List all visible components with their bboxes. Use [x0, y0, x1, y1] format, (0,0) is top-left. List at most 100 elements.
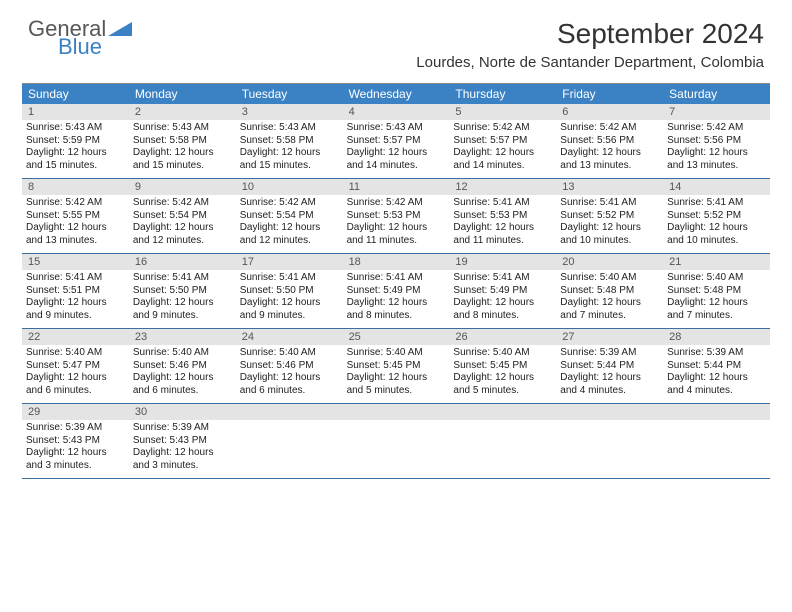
daylight-line2: and 13 minutes. [26, 235, 125, 248]
daylight-line1: Daylight: 12 hours [667, 372, 766, 385]
day-number: 9 [129, 179, 236, 195]
week-row: 8Sunrise: 5:42 AMSunset: 5:55 PMDaylight… [22, 179, 770, 254]
calendar-cell: 24Sunrise: 5:40 AMSunset: 5:46 PMDayligh… [236, 329, 343, 403]
sunset-line: Sunset: 5:55 PM [26, 210, 125, 223]
day-header-cell: Monday [129, 84, 236, 104]
day-entry: Sunrise: 5:43 AMSunset: 5:58 PMDaylight:… [236, 120, 343, 178]
title-block: September 2024 Lourdes, Norte de Santand… [416, 18, 764, 71]
sunset-line: Sunset: 5:52 PM [667, 210, 766, 223]
sunset-line: Sunset: 5:51 PM [26, 285, 125, 298]
day-entry [556, 420, 663, 470]
daylight-line2: and 15 minutes. [26, 160, 125, 173]
sunrise-line: Sunrise: 5:39 AM [133, 422, 232, 435]
sunset-line: Sunset: 5:43 PM [133, 435, 232, 448]
sunset-line: Sunset: 5:49 PM [453, 285, 552, 298]
daylight-line2: and 9 minutes. [240, 310, 339, 323]
daylight-line1: Daylight: 12 hours [133, 372, 232, 385]
calendar-cell: 14Sunrise: 5:41 AMSunset: 5:52 PMDayligh… [663, 179, 770, 253]
daylight-line2: and 12 minutes. [240, 235, 339, 248]
sunrise-line: Sunrise: 5:43 AM [26, 122, 125, 135]
daylight-line2: and 14 minutes. [347, 160, 446, 173]
daylight-line2: and 9 minutes. [133, 310, 232, 323]
sunrise-line: Sunrise: 5:40 AM [26, 347, 125, 360]
sunrise-line: Sunrise: 5:42 AM [453, 122, 552, 135]
daylight-line1: Daylight: 12 hours [560, 147, 659, 160]
calendar-cell: 20Sunrise: 5:40 AMSunset: 5:48 PMDayligh… [556, 254, 663, 328]
daylight-line2: and 4 minutes. [560, 385, 659, 398]
daylight-line1: Daylight: 12 hours [453, 372, 552, 385]
sunset-line: Sunset: 5:58 PM [133, 135, 232, 148]
calendar-cell: 29Sunrise: 5:39 AMSunset: 5:43 PMDayligh… [22, 404, 129, 478]
day-entry [236, 420, 343, 470]
daylight-line1: Daylight: 12 hours [133, 297, 232, 310]
day-header-cell: Friday [556, 84, 663, 104]
sunset-line: Sunset: 5:49 PM [347, 285, 446, 298]
daylight-line1: Daylight: 12 hours [347, 372, 446, 385]
daylight-line2: and 15 minutes. [133, 160, 232, 173]
daylight-line1: Daylight: 12 hours [347, 222, 446, 235]
daylight-line1: Daylight: 12 hours [453, 297, 552, 310]
sunset-line: Sunset: 5:59 PM [26, 135, 125, 148]
daylight-line2: and 3 minutes. [133, 460, 232, 473]
sunset-line: Sunset: 5:57 PM [453, 135, 552, 148]
daylight-line2: and 6 minutes. [26, 385, 125, 398]
sunset-line: Sunset: 5:48 PM [560, 285, 659, 298]
calendar-cell: 25Sunrise: 5:40 AMSunset: 5:45 PMDayligh… [343, 329, 450, 403]
week-row: 22Sunrise: 5:40 AMSunset: 5:47 PMDayligh… [22, 329, 770, 404]
day-number: 1 [22, 104, 129, 120]
daylight-line2: and 7 minutes. [560, 310, 659, 323]
sunrise-line: Sunrise: 5:41 AM [133, 272, 232, 285]
calendar-cell: 21Sunrise: 5:40 AMSunset: 5:48 PMDayligh… [663, 254, 770, 328]
daylight-line1: Daylight: 12 hours [240, 297, 339, 310]
day-number: 5 [449, 104, 556, 120]
day-entry: Sunrise: 5:41 AMSunset: 5:50 PMDaylight:… [236, 270, 343, 328]
day-number: 8 [22, 179, 129, 195]
day-header-row: SundayMondayTuesdayWednesdayThursdayFrid… [22, 84, 770, 104]
daylight-line1: Daylight: 12 hours [453, 147, 552, 160]
day-number: 3 [236, 104, 343, 120]
day-entry: Sunrise: 5:42 AMSunset: 5:57 PMDaylight:… [449, 120, 556, 178]
calendar-cell: 28Sunrise: 5:39 AMSunset: 5:44 PMDayligh… [663, 329, 770, 403]
day-entry: Sunrise: 5:43 AMSunset: 5:59 PMDaylight:… [22, 120, 129, 178]
day-header-cell: Saturday [663, 84, 770, 104]
sunset-line: Sunset: 5:50 PM [133, 285, 232, 298]
sunrise-line: Sunrise: 5:41 AM [560, 197, 659, 210]
calendar-cell: 6Sunrise: 5:42 AMSunset: 5:56 PMDaylight… [556, 104, 663, 178]
day-entry: Sunrise: 5:41 AMSunset: 5:51 PMDaylight:… [22, 270, 129, 328]
day-entry: Sunrise: 5:39 AMSunset: 5:44 PMDaylight:… [663, 345, 770, 403]
day-header-cell: Tuesday [236, 84, 343, 104]
sunrise-line: Sunrise: 5:40 AM [560, 272, 659, 285]
day-number: 22 [22, 329, 129, 345]
day-number: 26 [449, 329, 556, 345]
daylight-line2: and 8 minutes. [347, 310, 446, 323]
calendar-cell: 7Sunrise: 5:42 AMSunset: 5:56 PMDaylight… [663, 104, 770, 178]
sunrise-line: Sunrise: 5:40 AM [453, 347, 552, 360]
sunrise-line: Sunrise: 5:41 AM [453, 272, 552, 285]
daylight-line1: Daylight: 12 hours [240, 222, 339, 235]
day-number: 29 [22, 404, 129, 420]
sunset-line: Sunset: 5:45 PM [347, 360, 446, 373]
daylight-line2: and 5 minutes. [453, 385, 552, 398]
day-number: 14 [663, 179, 770, 195]
sunrise-line: Sunrise: 5:42 AM [26, 197, 125, 210]
day-entry [663, 420, 770, 470]
sunrise-line: Sunrise: 5:43 AM [133, 122, 232, 135]
daylight-line2: and 12 minutes. [133, 235, 232, 248]
sunset-line: Sunset: 5:50 PM [240, 285, 339, 298]
calendar-cell: 9Sunrise: 5:42 AMSunset: 5:54 PMDaylight… [129, 179, 236, 253]
day-entry: Sunrise: 5:40 AMSunset: 5:45 PMDaylight:… [343, 345, 450, 403]
daylight-line1: Daylight: 12 hours [26, 222, 125, 235]
sunset-line: Sunset: 5:44 PM [560, 360, 659, 373]
day-number [663, 404, 770, 420]
day-number: 17 [236, 254, 343, 270]
calendar-cell: 13Sunrise: 5:41 AMSunset: 5:52 PMDayligh… [556, 179, 663, 253]
day-entry: Sunrise: 5:42 AMSunset: 5:56 PMDaylight:… [556, 120, 663, 178]
daylight-line2: and 8 minutes. [453, 310, 552, 323]
calendar-cell: 26Sunrise: 5:40 AMSunset: 5:45 PMDayligh… [449, 329, 556, 403]
day-number: 11 [343, 179, 450, 195]
daylight-line2: and 3 minutes. [26, 460, 125, 473]
sunrise-line: Sunrise: 5:40 AM [347, 347, 446, 360]
daylight-line1: Daylight: 12 hours [26, 447, 125, 460]
daylight-line1: Daylight: 12 hours [667, 297, 766, 310]
day-entry: Sunrise: 5:42 AMSunset: 5:55 PMDaylight:… [22, 195, 129, 253]
